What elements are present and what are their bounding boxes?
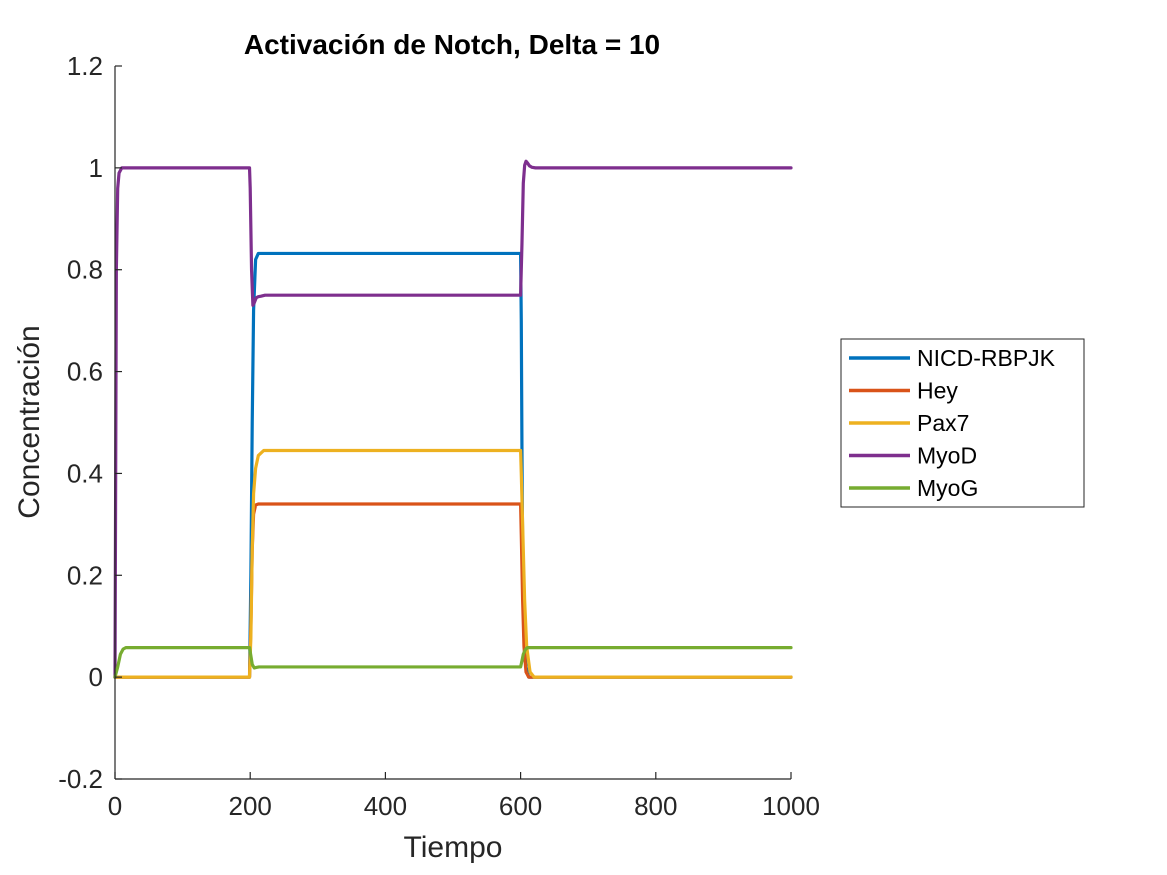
legend-label: MyoG xyxy=(917,475,978,501)
series-line-hey xyxy=(113,502,793,679)
y-tick-label: 0 xyxy=(89,662,103,692)
series-line-myog xyxy=(113,646,793,679)
y-tick-label: 0.2 xyxy=(67,560,103,590)
x-axis-title: Tiempo xyxy=(404,831,503,864)
legend-label: Pax7 xyxy=(917,410,969,436)
legend-label: NICD-RBPJK xyxy=(917,345,1056,371)
y-tick-label: 1.2 xyxy=(67,51,103,81)
y-tick-label: -0.2 xyxy=(58,764,103,794)
x-tick-label: 1000 xyxy=(762,791,820,821)
y-axis-title: Concentración xyxy=(13,325,46,518)
x-tick-label: 400 xyxy=(364,791,407,821)
chart-title: Activación de Notch, Delta = 10 xyxy=(244,29,660,60)
y-tick-label: 0.6 xyxy=(67,357,103,387)
x-tick-label: 200 xyxy=(229,791,272,821)
series-layer xyxy=(113,159,793,679)
y-tick-label: 0.4 xyxy=(67,458,103,488)
y-ticks: -0.2 0 0.2 0.4 0.6 0.8 1 1.2 xyxy=(58,51,122,794)
legend: NICD-RBPJK Hey Pax7 MyoD MyoG xyxy=(840,338,1085,508)
y-tick-label: 1 xyxy=(89,153,103,183)
x-tick-label: 800 xyxy=(634,791,677,821)
x-tick-label: 0 xyxy=(108,791,122,821)
x-ticks: 0 200 400 600 800 1000 xyxy=(108,772,820,821)
legend-label: MyoD xyxy=(917,443,977,469)
legend-label: Hey xyxy=(917,378,958,404)
series-line-myod xyxy=(113,159,793,679)
axes xyxy=(114,66,791,780)
y-tick-label: 0.8 xyxy=(67,255,103,285)
series-line-nicd-rbpjk xyxy=(113,251,793,679)
x-tick-label: 600 xyxy=(499,791,542,821)
series-line-pax7 xyxy=(113,448,793,679)
